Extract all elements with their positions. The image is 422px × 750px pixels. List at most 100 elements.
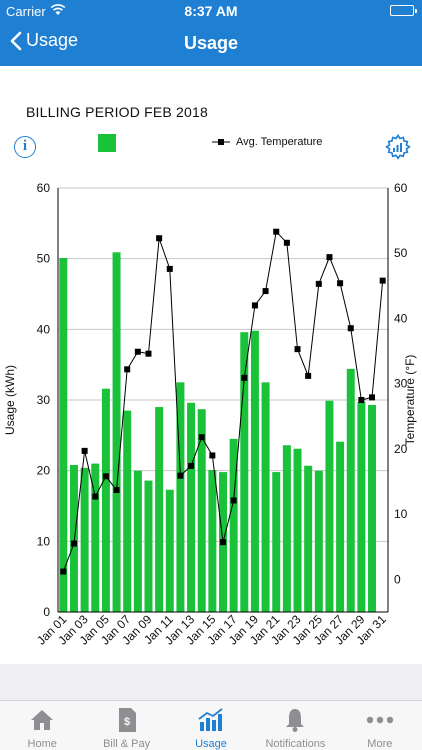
temperature-point bbox=[209, 452, 216, 459]
y-left-tick-label: 50 bbox=[37, 252, 51, 266]
app-header: Carrier 8:37 AM Usage Usage bbox=[0, 0, 422, 66]
battery-icon bbox=[390, 5, 417, 16]
usage-bar bbox=[304, 465, 313, 612]
usage-bar bbox=[261, 382, 270, 612]
temperature-point bbox=[198, 434, 205, 441]
temperature-point bbox=[305, 372, 312, 379]
usage-bar bbox=[357, 402, 366, 612]
line-marker-icon bbox=[212, 139, 230, 145]
y-left-tick-label: 20 bbox=[37, 464, 51, 478]
usage-bar bbox=[155, 407, 164, 612]
tab-more-label: More bbox=[367, 738, 393, 750]
temperature-point bbox=[113, 487, 120, 494]
tab-usage-label: Usage bbox=[195, 738, 227, 750]
home-icon bbox=[29, 707, 55, 733]
wifi-icon bbox=[50, 3, 66, 19]
temperature-point bbox=[134, 348, 141, 355]
tab-bill-pay[interactable]: $ Bill & Pay bbox=[84, 701, 168, 750]
usage-bar bbox=[240, 332, 249, 612]
tab-bar: Home $ Bill & Pay Usage Notifications Mo… bbox=[0, 700, 422, 750]
tab-notifications[interactable]: Notifications bbox=[253, 701, 337, 750]
usage-bar bbox=[176, 382, 185, 612]
usage-bar bbox=[229, 438, 238, 612]
bell-icon bbox=[284, 707, 306, 733]
chart-settings-button[interactable] bbox=[384, 133, 412, 166]
temperature-point bbox=[283, 239, 290, 246]
nav-bar: Usage Usage bbox=[0, 22, 422, 66]
temperature-point bbox=[156, 235, 163, 242]
usage-bar bbox=[165, 489, 174, 612]
gear-chart-icon bbox=[385, 134, 411, 160]
temperature-point bbox=[337, 280, 344, 287]
usage-bar bbox=[197, 409, 206, 612]
temperature-point bbox=[294, 346, 301, 353]
usage-content: BILLING PERIOD FEB 2018 i Avg. Temperatu… bbox=[0, 66, 422, 664]
temperature-point bbox=[241, 374, 248, 381]
legend-usage-swatch bbox=[98, 134, 116, 152]
usage-bar bbox=[80, 467, 89, 612]
y-left-tick-label: 10 bbox=[37, 534, 51, 548]
y-right-tick-label: 40 bbox=[394, 311, 408, 325]
y-right-tick-label: 60 bbox=[394, 181, 408, 195]
temperature-point bbox=[379, 277, 386, 284]
y-right-tick-label: 0 bbox=[394, 572, 401, 586]
y-left-tick-label: 30 bbox=[37, 393, 51, 407]
usage-bar bbox=[368, 404, 377, 612]
temperature-point bbox=[124, 366, 131, 373]
temperature-point bbox=[166, 265, 173, 272]
svg-text:$: $ bbox=[124, 716, 130, 728]
temperature-point bbox=[220, 539, 226, 546]
temperature-point bbox=[262, 288, 269, 295]
legend-temperature-label: Avg. Temperature bbox=[236, 136, 323, 148]
back-label: Usage bbox=[26, 30, 79, 50]
tab-more[interactable]: More bbox=[338, 701, 422, 750]
usage-bar bbox=[336, 441, 345, 612]
chevron-left-icon bbox=[10, 31, 22, 50]
status-time: 8:37 AM bbox=[184, 3, 238, 19]
tab-notifications-label: Notifications bbox=[265, 738, 326, 750]
temperature-point bbox=[326, 254, 333, 261]
carrier-label: Carrier bbox=[6, 4, 46, 19]
info-icon: i bbox=[22, 138, 28, 154]
temperature-point bbox=[230, 497, 237, 504]
y-left-tick-label: 0 bbox=[43, 605, 50, 619]
temperature-point bbox=[251, 302, 258, 309]
usage-bar bbox=[144, 480, 153, 612]
y-axis-right-title: Temperature (°F) bbox=[403, 355, 417, 446]
y-axis-left-title: Usage (kWh) bbox=[3, 365, 17, 435]
y-right-tick-label: 20 bbox=[394, 442, 408, 456]
temperature-point bbox=[70, 540, 77, 547]
tab-bill-pay-label: Bill & Pay bbox=[103, 738, 151, 750]
usage-bar bbox=[123, 410, 132, 612]
usage-bar bbox=[59, 257, 68, 612]
y-right-tick-label: 50 bbox=[394, 246, 408, 260]
usage-bar bbox=[208, 469, 217, 612]
temperature-point bbox=[60, 568, 67, 575]
page-title: Usage bbox=[183, 33, 239, 53]
temperature-point bbox=[315, 280, 322, 287]
back-button[interactable]: Usage bbox=[10, 30, 78, 51]
tab-home-label: Home bbox=[27, 738, 57, 750]
y-right-tick-label: 10 bbox=[394, 507, 408, 521]
usage-icon bbox=[197, 707, 225, 733]
temperature-point bbox=[369, 394, 376, 401]
temperature-point bbox=[92, 493, 99, 500]
temperature-point bbox=[177, 472, 184, 479]
tab-home[interactable]: Home bbox=[0, 701, 84, 750]
usage-bar bbox=[293, 448, 302, 612]
y-left-tick-label: 60 bbox=[37, 181, 51, 195]
temperature-point bbox=[145, 350, 152, 357]
temperature-point bbox=[347, 325, 354, 332]
legend-temperature: Avg. Temperature bbox=[212, 136, 322, 148]
tab-usage[interactable]: Usage bbox=[169, 701, 253, 750]
temperature-point bbox=[273, 228, 280, 235]
usage-bar bbox=[91, 463, 100, 612]
status-bar: Carrier 8:37 AM bbox=[0, 0, 422, 22]
y-right-tick-label: 30 bbox=[394, 377, 408, 391]
info-button[interactable]: i bbox=[14, 136, 36, 158]
usage-bar bbox=[272, 472, 281, 612]
usage-bar bbox=[314, 470, 323, 612]
usage-bar bbox=[187, 402, 196, 612]
y-left-tick-label: 40 bbox=[37, 322, 51, 336]
usage-bar bbox=[69, 465, 78, 612]
